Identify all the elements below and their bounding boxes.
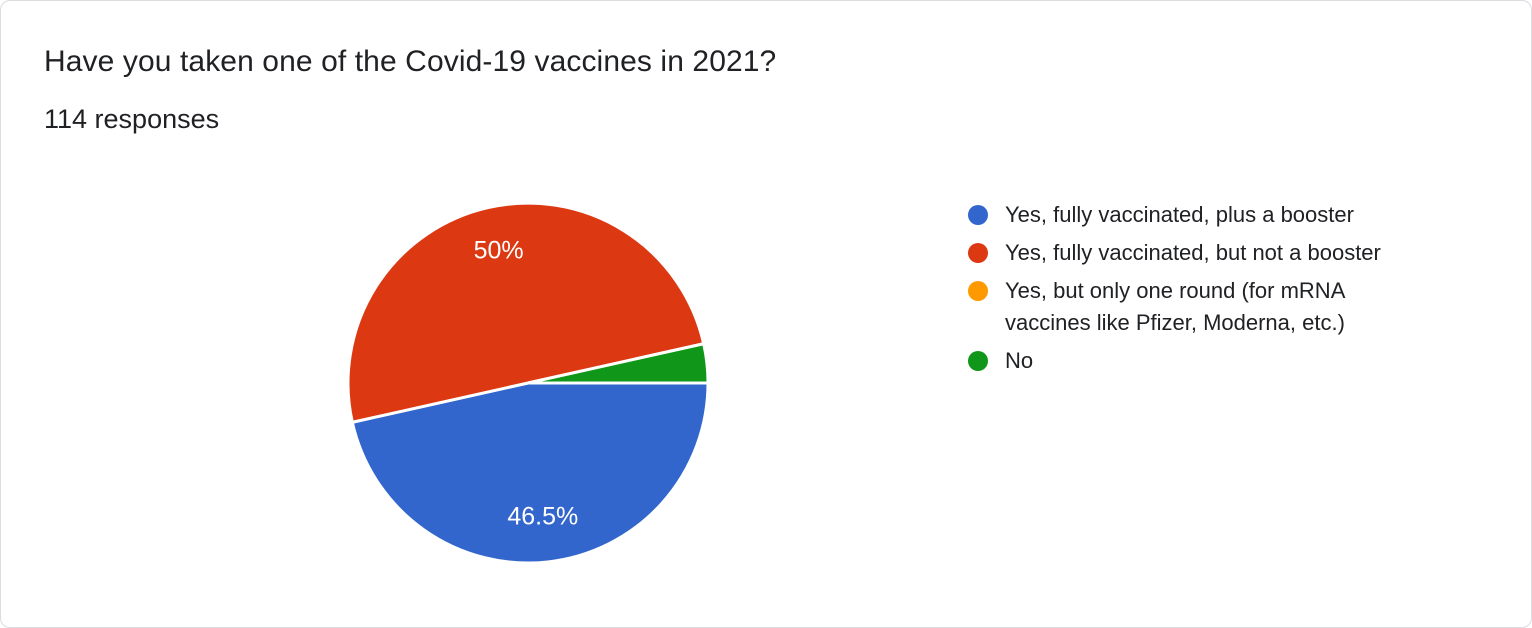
legend-item-one-round: Yes, but only one round (for mRNA vaccin… (968, 275, 1405, 339)
chart-legend: Yes, fully vaccinated, plus a booster Ye… (968, 199, 1405, 377)
legend-swatch-circle (968, 205, 988, 225)
legend-label: Yes, fully vaccinated, plus a booster (1005, 202, 1354, 227)
question-title: Have you taken one of the Covid-19 vacci… (44, 45, 777, 78)
legend-label: No (1005, 348, 1034, 373)
legend-swatch-circle (968, 243, 988, 263)
responses-count-text: 114 responses (44, 104, 220, 134)
pie-slice-0[interactable] (350, 381, 710, 565)
legend-swatch-circle (968, 351, 988, 371)
pie-chart[interactable] (343, 198, 713, 568)
legend-item-no: No (968, 345, 1405, 377)
pie-slice-3[interactable] (526, 342, 710, 385)
legend-swatch-circle (968, 281, 988, 301)
legend-item-plus-booster: Yes, fully vaccinated, plus a booster (968, 199, 1405, 231)
pie-slice-1[interactable] (346, 201, 706, 424)
legend-label: Yes, fully vaccinated, but not a booster (1005, 240, 1381, 265)
legend-label: Yes, but only one round (for mRNA vaccin… (1005, 278, 1345, 335)
legend-item-no-booster: Yes, fully vaccinated, but not a booster (968, 237, 1405, 269)
